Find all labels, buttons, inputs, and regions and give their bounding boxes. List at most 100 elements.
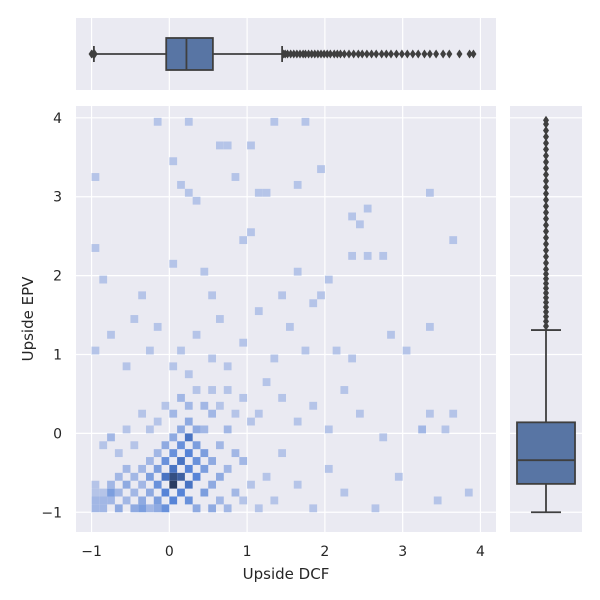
histogram-cell <box>208 386 216 394</box>
histogram-cell <box>309 504 318 513</box>
histogram-cell <box>91 173 100 181</box>
histogram-cell <box>231 488 240 497</box>
outlier-point <box>318 49 324 59</box>
histogram-cell <box>402 346 411 355</box>
outlier-point <box>346 49 352 59</box>
histogram-cell <box>464 488 473 497</box>
box-iqr <box>516 421 576 485</box>
outlier-point <box>543 258 549 268</box>
outlier-point <box>409 49 416 59</box>
outlier-point <box>543 182 549 192</box>
outlier-point <box>543 138 549 148</box>
outlier-point <box>466 49 473 59</box>
histogram-cell <box>216 496 224 505</box>
outlier-point <box>543 239 549 249</box>
outlier-point <box>470 49 477 59</box>
x-axis-label: Upside DCF <box>243 565 330 583</box>
outlier-point <box>543 208 549 217</box>
histogram-cell <box>169 409 178 418</box>
histogram-cell <box>138 496 146 505</box>
histogram-cell <box>107 488 115 497</box>
outlier-point <box>290 49 297 59</box>
histogram-cell <box>262 188 271 197</box>
outlier-point <box>543 144 549 154</box>
outlier-point <box>543 151 549 161</box>
histogram-cell <box>293 267 302 276</box>
histogram-cell <box>278 449 286 458</box>
histogram-cell <box>208 409 216 418</box>
histogram-cell <box>254 409 263 418</box>
histogram-cell <box>99 275 108 284</box>
histogram-cell <box>223 386 232 394</box>
histogram-cell <box>247 417 255 426</box>
outlier-point <box>284 49 291 59</box>
histogram-cell <box>208 354 216 363</box>
outlier-point <box>543 269 549 279</box>
histogram-cell <box>239 338 248 347</box>
histogram-cell <box>122 362 131 371</box>
outlier-point <box>543 316 549 326</box>
histogram-cell <box>177 457 185 465</box>
histogram-cell <box>146 457 154 465</box>
histogram-2d <box>91 117 473 513</box>
histogram-cell <box>153 417 162 426</box>
histogram-cell <box>239 457 248 465</box>
outlier-point <box>543 189 549 199</box>
outlier-point <box>543 220 549 230</box>
outlier-point <box>440 49 447 59</box>
marginal-y-boxplot <box>516 115 576 514</box>
marginal-y-panel <box>510 106 582 532</box>
histogram-cell <box>161 504 170 513</box>
histogram-cell <box>216 441 224 450</box>
outlier-point <box>426 49 433 59</box>
histogram-cell <box>146 504 154 513</box>
histogram-cell <box>184 496 193 505</box>
histogram-cell <box>107 330 115 339</box>
histogram-cell <box>138 504 146 513</box>
histogram-cell <box>247 480 255 489</box>
joint-panel: −1 0 1 2 3 4 −1 0 1 2 3 4 <box>41 106 496 560</box>
histogram-cell <box>309 401 318 410</box>
histogram-cell <box>449 236 458 245</box>
histogram-cell <box>270 354 279 363</box>
outlier-point <box>543 163 549 173</box>
histogram-cell <box>161 401 170 410</box>
histogram-cell <box>192 472 201 481</box>
histogram-cell <box>192 457 201 465</box>
outlier-point <box>543 307 549 317</box>
histogram-cell <box>122 464 131 473</box>
histogram-cell <box>153 117 162 126</box>
histogram-cell <box>114 472 123 481</box>
histogram-cell <box>216 141 224 150</box>
histogram-cell <box>441 425 450 434</box>
histogram-cell <box>223 464 232 473</box>
outlier-point <box>543 132 549 142</box>
histogram-cell <box>153 496 162 505</box>
histogram-cell <box>130 315 139 323</box>
histogram-cell <box>161 472 170 481</box>
histogram-cell <box>363 204 372 213</box>
histogram-cell <box>177 441 185 450</box>
outlier-point <box>327 49 334 59</box>
outlier-point <box>331 49 338 59</box>
histogram-cell <box>208 480 216 489</box>
histogram-cell <box>254 504 263 513</box>
histogram-cell <box>184 401 193 410</box>
outlier-point <box>334 49 341 59</box>
histogram-cell <box>340 488 349 497</box>
histogram-cell <box>208 504 216 513</box>
histogram-cell <box>239 236 248 245</box>
outlier-point <box>311 49 318 59</box>
marginal-x-boxplot <box>88 37 477 71</box>
histogram-cell <box>91 244 100 252</box>
histogram-cell <box>348 212 356 221</box>
marginal-x-panel <box>76 18 496 90</box>
outlier-point <box>350 49 357 59</box>
histogram-cell <box>293 180 302 189</box>
histogram-cell <box>192 196 201 205</box>
outlier-point <box>543 157 549 167</box>
histogram-cell <box>200 401 209 410</box>
histogram-cell <box>122 496 131 505</box>
histogram-cell <box>107 496 115 505</box>
outlier-point <box>543 279 549 288</box>
